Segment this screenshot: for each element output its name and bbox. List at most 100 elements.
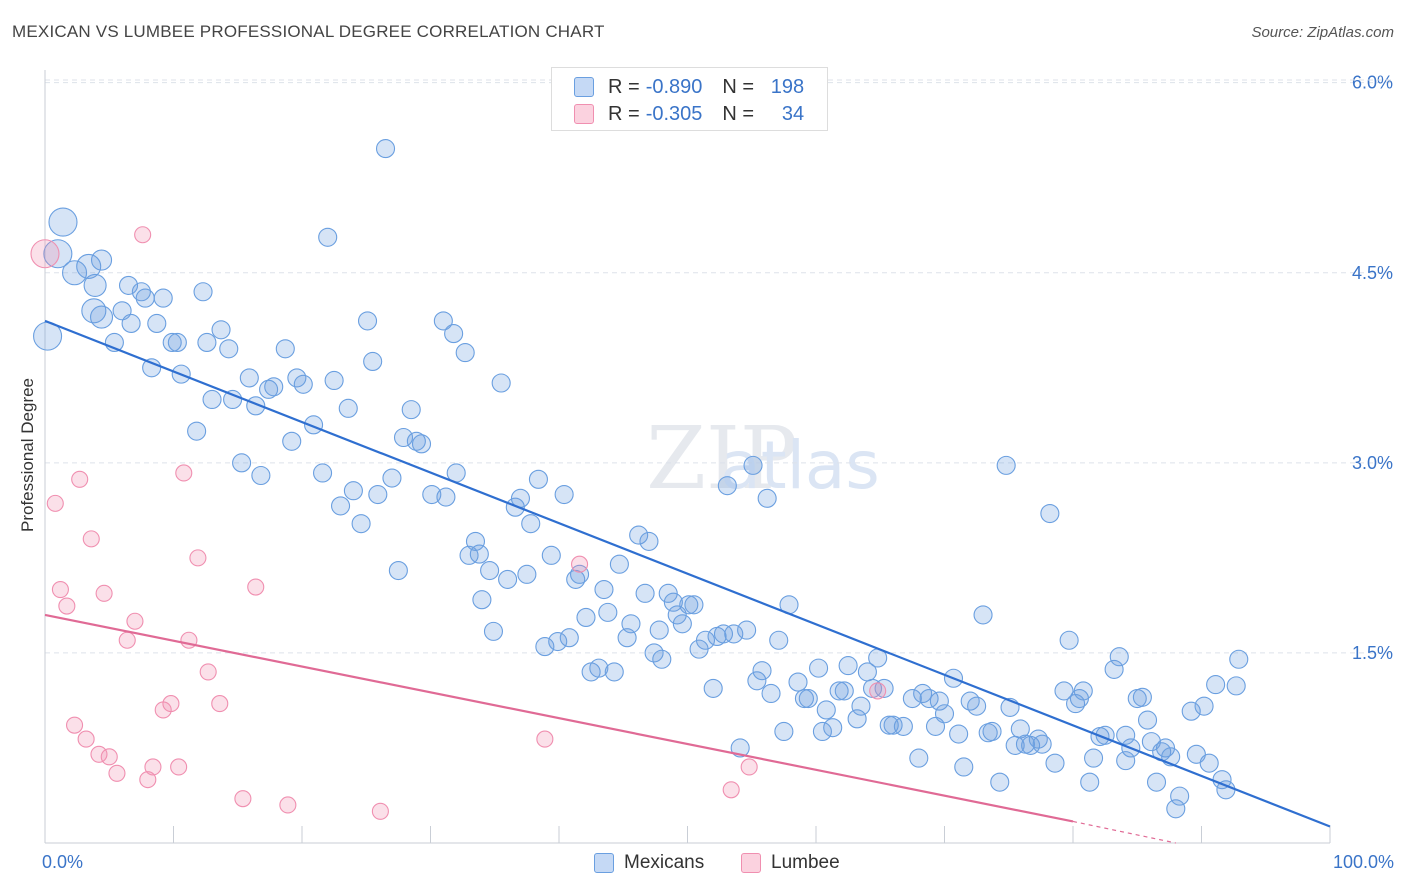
lumbee-point bbox=[170, 758, 188, 776]
mexicans-point bbox=[1073, 681, 1093, 701]
mexicans-point bbox=[338, 398, 358, 418]
mexicans-point bbox=[1116, 751, 1136, 771]
mexicans-point bbox=[1229, 649, 1249, 669]
mexicans-point bbox=[483, 621, 504, 641]
mexicans-point bbox=[929, 691, 949, 711]
mexicans-point bbox=[330, 496, 351, 516]
mexicans-point bbox=[1166, 799, 1186, 819]
mexicans-point bbox=[469, 544, 489, 564]
mexicans-point bbox=[1040, 503, 1060, 524]
mexicans-point bbox=[491, 373, 511, 393]
mexicans-point bbox=[909, 748, 929, 768]
lumbee-point bbox=[162, 695, 180, 713]
mexicans-point bbox=[1137, 710, 1158, 730]
mexicans-point bbox=[193, 282, 213, 302]
lumbee-point bbox=[211, 695, 229, 713]
mexicans-point bbox=[554, 484, 574, 505]
legend-item-mexicans: Mexicans bbox=[594, 852, 704, 874]
mexicans-point bbox=[251, 465, 271, 486]
x-tick-label-min: 0.0% bbox=[42, 852, 84, 872]
mexicans-point bbox=[162, 332, 182, 353]
legend-r-label: R = bbox=[608, 102, 640, 125]
lumbee-point bbox=[371, 802, 389, 820]
mexicans-point bbox=[83, 273, 107, 297]
mexicans-point bbox=[672, 614, 692, 634]
mexicans-point bbox=[382, 468, 402, 488]
mexicans-point bbox=[517, 564, 537, 584]
x-tick-label-max: 100.0% bbox=[1332, 852, 1394, 872]
legend-row-lumbee: R = -0.305 N = 34 bbox=[574, 102, 804, 126]
mexicans-point bbox=[809, 658, 829, 678]
correlation-legend: R = -0.890 N = 198 R = -0.305 N = 34 bbox=[551, 67, 828, 131]
lumbee-point bbox=[144, 758, 162, 776]
mexicans-point bbox=[747, 671, 767, 691]
mexicans-point bbox=[838, 656, 858, 676]
legend-swatch-mexicans bbox=[574, 77, 594, 97]
mexicans-point bbox=[313, 463, 333, 483]
legend-item-lumbee: Lumbee bbox=[741, 852, 840, 874]
mexicans-point bbox=[1084, 748, 1104, 768]
mexicans-point bbox=[684, 595, 704, 615]
mexicans-point bbox=[761, 683, 781, 704]
mexicans-point bbox=[973, 605, 993, 625]
mexicans-point bbox=[197, 332, 217, 353]
mexicans-point bbox=[816, 700, 836, 720]
mexicans-point bbox=[717, 476, 737, 496]
mexicans-point bbox=[1045, 753, 1065, 773]
mexicans-point bbox=[375, 139, 396, 159]
lumbee-point bbox=[46, 494, 64, 512]
mexicans-point bbox=[293, 374, 313, 394]
mexicans-point bbox=[967, 696, 987, 716]
mexicans-point bbox=[318, 227, 338, 247]
mexicans-point bbox=[594, 580, 614, 600]
legend-n-value: 34 bbox=[781, 102, 805, 125]
mexicans-point bbox=[559, 628, 579, 648]
series-legend: Mexicans Lumbee bbox=[0, 852, 1406, 876]
mexicans-point bbox=[703, 678, 723, 698]
mexicans-point bbox=[1080, 772, 1100, 792]
lumbee-point bbox=[82, 530, 100, 548]
mexicans-point bbox=[48, 207, 78, 237]
lumbee-point bbox=[234, 790, 252, 808]
mexicans-point bbox=[465, 531, 486, 551]
mexicans-point bbox=[406, 431, 426, 451]
mexicans-point bbox=[1132, 687, 1152, 707]
mexicans-point bbox=[934, 704, 955, 724]
mexicans-point bbox=[1181, 701, 1201, 721]
mexicans-point bbox=[730, 738, 750, 758]
legend-swatch-lumbee bbox=[741, 853, 761, 873]
mexicans-point bbox=[357, 311, 378, 331]
mexicans-point bbox=[737, 620, 757, 640]
mexicans-point bbox=[1146, 772, 1167, 792]
mexicans-point bbox=[147, 313, 167, 333]
mexicans-point bbox=[788, 672, 808, 692]
mexicans-point bbox=[652, 649, 672, 669]
lumbee-point bbox=[108, 764, 126, 782]
mexicans-point bbox=[282, 431, 302, 451]
mexicans-point bbox=[76, 253, 102, 279]
mexicans-point bbox=[436, 487, 456, 507]
mexicans-point bbox=[505, 497, 525, 517]
mexicans-point bbox=[167, 332, 187, 353]
lumbee-point bbox=[279, 796, 297, 814]
mexicans-point bbox=[275, 339, 295, 359]
lumbee-point bbox=[58, 597, 76, 615]
mexicans-point bbox=[604, 662, 624, 682]
mexicans-point bbox=[724, 624, 744, 644]
mexicans-point bbox=[1226, 676, 1246, 696]
mexicans-point bbox=[1116, 725, 1136, 745]
mexicans-point bbox=[576, 607, 596, 627]
y-tick-label: 1.5% bbox=[1352, 643, 1393, 663]
mexicans-point bbox=[433, 311, 453, 331]
mexicans-point bbox=[411, 434, 432, 454]
mexicans-point bbox=[1010, 719, 1030, 739]
mexicans-point bbox=[351, 514, 371, 534]
lumbee-point bbox=[77, 730, 95, 748]
mexicans-point bbox=[444, 324, 464, 344]
lumbee-point bbox=[189, 549, 207, 567]
legend-row-mexicans: R = -0.890 N = 198 bbox=[574, 75, 804, 99]
mexicans-point bbox=[644, 643, 664, 663]
mexicans-point bbox=[949, 724, 969, 744]
mexicans-point bbox=[629, 525, 649, 545]
